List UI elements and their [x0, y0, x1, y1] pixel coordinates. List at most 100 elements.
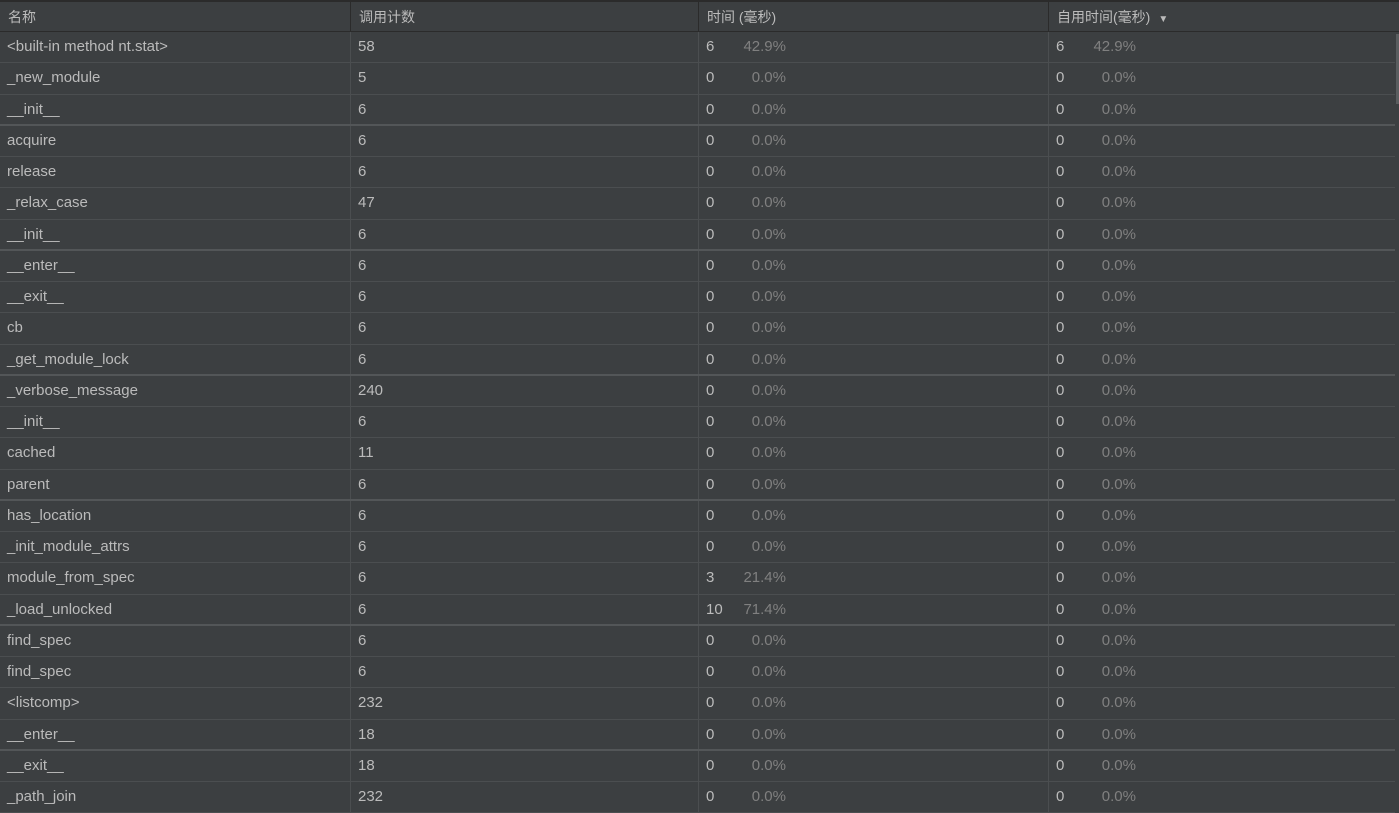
table-row[interactable]: acquire 6 0 0.0% 0 0.0%	[0, 125, 1395, 157]
call-count: 47	[358, 194, 375, 212]
time-percent: 0.0%	[751, 381, 786, 399]
table-row[interactable]: _new_module 5 0 0.0% 0 0.0%	[0, 63, 1395, 95]
call-count: 6	[358, 225, 367, 243]
own-time-value: 0	[1056, 569, 1065, 587]
own-time-value: 0	[1056, 538, 1065, 555]
table-row[interactable]: _init_module_attrs 6 0 0.0% 0 0.0%	[0, 532, 1395, 564]
column-header-time[interactable]: 时间 (毫秒)	[698, 2, 1048, 32]
cell-name: _verbose_message	[0, 376, 350, 406]
table-row[interactable]: parent 6 0 0.0% 0 0.0%	[0, 469, 1395, 501]
own-time-percent: 0.0%	[1101, 631, 1136, 649]
call-count: 58	[358, 38, 375, 55]
cell-time: 0 0.0%	[698, 782, 1048, 813]
cell-time: 0 0.0%	[698, 500, 1048, 531]
own-time-percent: 0.0%	[1101, 444, 1136, 462]
function-name: <built-in method nt.stat>	[7, 38, 168, 55]
cell-own-time: 0 0.0%	[1048, 688, 1395, 719]
table-row[interactable]: _relax_case 47 0 0.0% 0 0.0%	[0, 188, 1395, 220]
call-count: 6	[358, 100, 367, 118]
function-name: __init__	[7, 100, 60, 118]
own-time-value: 0	[1056, 725, 1065, 743]
own-time-percent: 0.0%	[1101, 538, 1136, 555]
time-percent: 0.0%	[751, 475, 786, 493]
column-header-own-time[interactable]: 自用时间(毫秒) ▼	[1048, 2, 1399, 32]
cell-time: 0 0.0%	[698, 625, 1048, 656]
cell-own-time: 0 0.0%	[1048, 313, 1395, 344]
cell-time: 10 71.4%	[698, 594, 1048, 624]
function-name: _load_unlocked	[7, 600, 113, 618]
table-row[interactable]: <built-in method nt.stat> 58 6 42.9% 6 42.9%	[0, 32, 1395, 64]
cell-time: 3 21.4%	[698, 563, 1048, 594]
cell-own-time: 0 0.0%	[1048, 375, 1395, 406]
cell-own-time: 0 0.0%	[1048, 125, 1395, 156]
own-time-percent: 0.0%	[1101, 756, 1136, 774]
table-row[interactable]: <listcomp> 232 0 0.0% 0 0.0%	[0, 688, 1395, 720]
time-value: 0	[706, 381, 715, 399]
table-row[interactable]: __enter__ 6 0 0.0% 0 0.0%	[0, 250, 1395, 282]
time-percent: 0.0%	[751, 725, 786, 743]
table-row[interactable]: __init__ 6 0 0.0% 0 0.0%	[0, 94, 1395, 126]
function-name: module_from_spec	[7, 569, 135, 587]
cell-time: 0 0.0%	[698, 94, 1048, 124]
table-row[interactable]: find_spec 6 0 0.0% 0 0.0%	[0, 625, 1395, 657]
time-value: 0	[706, 225, 715, 243]
table-row[interactable]: __init__ 6 0 0.0% 0 0.0%	[0, 407, 1395, 439]
table-row[interactable]: find_spec 6 0 0.0% 0 0.0%	[0, 657, 1395, 689]
cell-own-time: 0 0.0%	[1048, 750, 1395, 781]
table-row[interactable]: _verbose_message 240 0 0.0% 0 0.0%	[0, 375, 1395, 407]
time-percent: 0.0%	[751, 663, 786, 680]
own-time-percent: 0.0%	[1101, 163, 1136, 180]
table-row[interactable]: cb 6 0 0.0% 0 0.0%	[0, 313, 1395, 345]
call-count: 6	[358, 350, 367, 368]
cell-calls: 5	[350, 63, 698, 94]
cell-calls: 6	[350, 125, 698, 156]
own-time-percent: 0.0%	[1101, 319, 1136, 337]
time-percent: 0.0%	[751, 538, 786, 555]
table-row[interactable]: __exit__ 18 0 0.0% 0 0.0%	[0, 750, 1395, 782]
own-time-percent: 0.0%	[1101, 413, 1136, 430]
cell-time: 0 0.0%	[698, 188, 1048, 219]
cell-own-time: 6 42.9%	[1048, 32, 1395, 63]
cell-name: cb	[0, 313, 350, 343]
table-row[interactable]: has_location 6 0 0.0% 0 0.0%	[0, 500, 1395, 532]
cell-calls: 6	[350, 625, 698, 656]
own-time-value: 0	[1056, 600, 1065, 618]
table-row[interactable]: release 6 0 0.0% 0 0.0%	[0, 157, 1395, 189]
column-header-calls[interactable]: 调用计数	[350, 2, 698, 32]
time-percent: 0.0%	[751, 194, 786, 212]
call-count: 240	[358, 381, 384, 399]
table-row[interactable]: _load_unlocked 6 10 71.4% 0 0.0%	[0, 594, 1395, 626]
own-time-value: 0	[1056, 319, 1065, 337]
time-value: 0	[706, 163, 715, 180]
table-row[interactable]: __enter__ 18 0 0.0% 0 0.0%	[0, 719, 1395, 751]
table-row[interactable]: cached 11 0 0.0% 0 0.0%	[0, 438, 1395, 470]
cell-calls: 58	[350, 32, 698, 63]
table-row[interactable]: module_from_spec 6 3 21.4% 0 0.0%	[0, 563, 1395, 595]
column-header-name[interactable]: 名称	[0, 2, 350, 32]
cell-name: __enter__	[0, 720, 350, 749]
function-name: find_spec	[7, 663, 72, 680]
table-row[interactable]: _get_module_lock 6 0 0.0% 0 0.0%	[0, 344, 1395, 376]
table-header: 名称 调用计数 时间 (毫秒) 自用时间(毫秒) ▼	[0, 0, 1399, 32]
cell-name: <listcomp>	[0, 688, 350, 718]
cell-calls: 232	[350, 782, 698, 813]
call-count: 232	[358, 694, 384, 712]
table-row[interactable]: _path_join 232 0 0.0% 0 0.0%	[0, 782, 1395, 813]
call-count: 6	[358, 256, 367, 274]
cell-name: __init__	[0, 220, 350, 249]
table-row[interactable]: __init__ 6 0 0.0% 0 0.0%	[0, 219, 1395, 251]
vertical-scrollbar[interactable]	[1396, 34, 1399, 104]
own-time-percent: 0.0%	[1101, 256, 1136, 274]
cell-name: find_spec	[0, 626, 350, 656]
column-label: 自用时间(毫秒)	[1057, 9, 1151, 25]
time-value: 0	[706, 631, 715, 649]
function-name: _relax_case	[7, 194, 88, 212]
time-percent: 0.0%	[751, 506, 786, 524]
own-time-percent: 0.0%	[1101, 569, 1136, 587]
table-row[interactable]: __exit__ 6 0 0.0% 0 0.0%	[0, 282, 1395, 314]
function-name: _verbose_message	[7, 381, 138, 399]
own-time-value: 0	[1056, 100, 1065, 118]
cell-name: <built-in method nt.stat>	[0, 32, 350, 62]
cell-calls: 6	[350, 657, 698, 688]
function-name: __init__	[7, 225, 60, 243]
